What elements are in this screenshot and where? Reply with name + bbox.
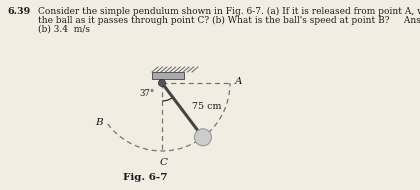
Text: 75 cm: 75 cm	[192, 102, 222, 111]
Text: the ball as it passes through point C? (b) What is the ball's speed at point B? : the ball as it passes through point C? (…	[38, 16, 420, 25]
Circle shape	[194, 129, 211, 146]
Text: 6.39: 6.39	[7, 7, 30, 16]
Text: Consider the simple pendulum shown in Fig. 6-7. (a) If it is released from point: Consider the simple pendulum shown in Fi…	[38, 7, 420, 16]
Text: 37°: 37°	[139, 89, 155, 97]
Bar	[152, 72, 184, 79]
Text: B: B	[95, 118, 103, 127]
Text: C: C	[160, 158, 168, 167]
Text: (b) 3.4  m/s: (b) 3.4 m/s	[38, 25, 90, 34]
Text: A: A	[235, 77, 242, 86]
Circle shape	[158, 79, 165, 86]
Text: Fig. 6-7: Fig. 6-7	[123, 173, 167, 182]
